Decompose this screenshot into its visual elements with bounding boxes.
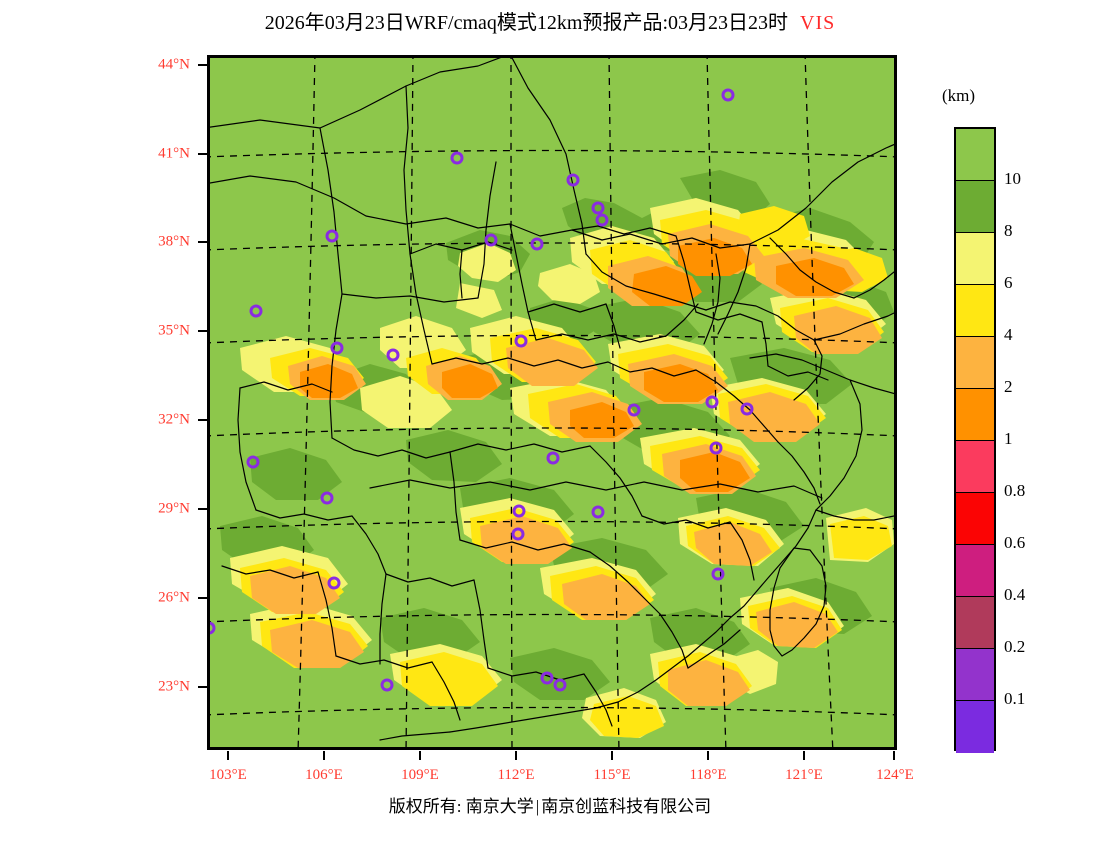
colorbar-tick-8: 8 (1004, 221, 1013, 240)
y-axis-label-35n: 35°N (158, 322, 190, 339)
colorbar-band-0.8-1[interactable] (956, 441, 994, 493)
x-tick (323, 751, 325, 760)
y-tick (198, 597, 207, 599)
colorbar-tick-4: 4 (1004, 325, 1013, 344)
colorbar-units-label: (km) (942, 86, 976, 105)
x-axis-label-109e: 109°E (401, 767, 439, 783)
y-axis-label-38n: 38°N (158, 233, 190, 250)
colorbar-tick-0.1: 0.1 (1004, 689, 1026, 708)
y-axis-label-26n: 26°N (158, 589, 190, 606)
colorbar-band-0.2-0.4[interactable] (956, 597, 994, 649)
map-boundaries (210, 58, 894, 741)
y-axis-label-23n: 23°N (158, 678, 190, 695)
x-axis-label-103e: 103°E (209, 767, 247, 783)
colorbar-band-0.4-0.6[interactable] (956, 545, 994, 597)
x-axis-label-118e: 118°E (689, 767, 727, 783)
colorbar-band-6-8[interactable] (956, 233, 994, 285)
colorbar-tick-10: 10 (1004, 169, 1021, 188)
colorbar-band-lt0.1[interactable] (956, 701, 994, 753)
title-main-text: 2026年03月23日WRF/cmaq模式12km预报产品:03月23日23时 (264, 12, 789, 34)
y-axis-label-44n: 44°N (158, 56, 190, 73)
x-axis-label-124e: 124°E (876, 767, 914, 783)
colorbar-band-8-10[interactable] (956, 181, 994, 233)
colorbar-tick-0.2: 0.2 (1004, 637, 1026, 656)
footer-owner: 版权所有: 南京大学 (388, 797, 534, 816)
x-tick (803, 751, 805, 760)
colorbar-band-4-6[interactable] (956, 285, 994, 337)
colorbar-tick-0.4: 0.4 (1004, 585, 1026, 604)
y-tick (198, 330, 207, 332)
x-tick (515, 751, 517, 760)
colorbar-band-0.1-0.2[interactable] (956, 649, 994, 701)
y-axis-label-41n: 41°N (158, 145, 190, 162)
y-tick (198, 508, 207, 510)
colorbar-tick-6: 6 (1004, 273, 1013, 292)
x-axis-label-112e: 112°E (497, 767, 535, 783)
y-tick (198, 153, 207, 155)
y-tick (198, 419, 207, 421)
x-tick (893, 751, 895, 760)
y-axis-label-32n: 32°N (158, 411, 190, 428)
colorbar-tick-1: 1 (1004, 429, 1013, 448)
footer-copyright: 版权所有: 南京大学 | 南京创蓝科技有限公司 (0, 792, 1100, 817)
x-tick (419, 751, 421, 760)
colorbar-bands[interactable] (954, 127, 996, 753)
colorbar-band-gt10[interactable] (956, 129, 994, 181)
colorbar-tick-2: 2 (1004, 377, 1013, 396)
x-axis-label-121e: 121°E (785, 767, 823, 783)
colorbar-tick-0.8: 0.8 (1004, 481, 1026, 500)
visibility-map (210, 58, 894, 747)
colorbar-tick-0.6: 0.6 (1004, 533, 1026, 552)
x-axis-label-115e: 115°E (593, 767, 631, 783)
x-tick (227, 751, 229, 760)
y-tick (198, 686, 207, 688)
band-1-2km (300, 238, 854, 492)
graticule (210, 58, 894, 747)
colorbar-band-0.6-0.8[interactable] (956, 493, 994, 545)
map-plot-area[interactable] (207, 55, 897, 750)
y-tick (198, 64, 207, 66)
station-markers[interactable] (210, 88, 754, 692)
x-tick (707, 751, 709, 760)
y-tick (198, 241, 207, 243)
x-axis-label-106e: 106°E (305, 767, 343, 783)
footer-company: 南京创蓝科技有限公司 (541, 797, 712, 816)
y-axis-label-29n: 29°N (158, 500, 190, 517)
x-tick (611, 751, 613, 760)
colorbar-band-1-2[interactable] (956, 389, 994, 441)
footer-separator: | (535, 797, 540, 816)
title-variable-label: VIS (800, 12, 836, 34)
colorbar-band-2-4[interactable] (956, 337, 994, 389)
page-title: 2026年03月23日WRF/cmaq模式12km预报产品:03月23日23时 V… (0, 6, 1100, 35)
